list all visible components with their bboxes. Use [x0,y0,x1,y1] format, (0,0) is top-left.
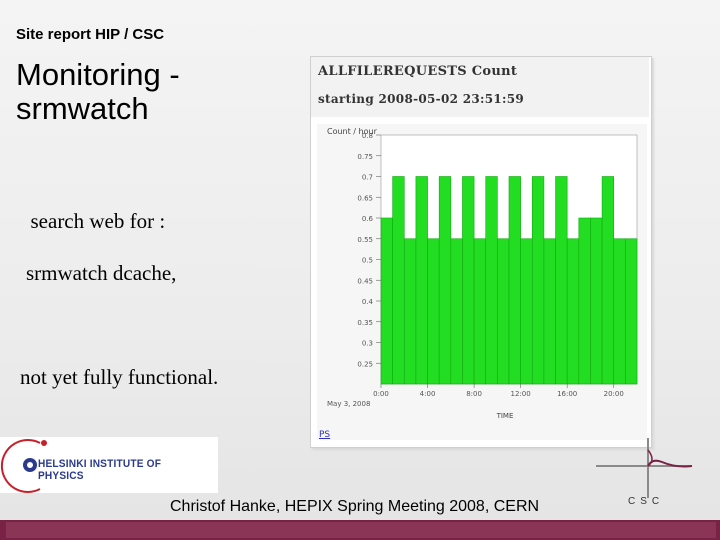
chart-bar [450,238,463,385]
ps-download-link[interactable]: PS [319,430,331,440]
y-tick-label: 0.65 [357,194,373,202]
slide-header: Site report HIP / CSC [16,26,165,43]
chart-bar [578,217,591,385]
slide-footer: Christof Hanke, HEPIX Spring Meeting 200… [170,498,540,515]
chart-bar [590,217,603,385]
x-tick-label: 0:00 [373,390,389,398]
slide-title: Monitoring - srmwatch [16,58,180,126]
chart-panel-header: ALLFILEREQUESTS Count starting 2008-05-0… [311,57,649,117]
y-tick-label: 0.3 [362,340,373,348]
y-tick-label: 0.45 [357,277,373,285]
chart-bar [613,238,626,385]
body-line-3: not yet fully functional. [20,365,219,389]
srmwatch-chart-panel: ALLFILEREQUESTS Count starting 2008-05-0… [310,56,652,448]
x-tick-label: 20:00 [604,390,624,398]
y-tick-label: 0.25 [357,360,373,368]
y-tick-label: 0.5 [362,257,373,265]
body-line-2: srmwatch dcache, [26,261,177,285]
chart-bar [427,238,440,385]
hip-logo-text: HELSINKI INSTITUTE OF PHYSICS [38,458,162,482]
hip-logo-graphic-icon [0,439,47,493]
chart-bar [462,176,475,385]
y-tick-label: 0.8 [362,132,373,140]
chart-bar [555,176,568,385]
y-axis-label: Count / hour [327,127,378,136]
y-tick-label: 0.4 [362,298,374,306]
y-tick-label: 0.75 [357,153,373,161]
y-tick-label: 0.6 [362,215,374,223]
slide-body: search web for : srmwatch dcache, not ye… [20,182,218,416]
y-tick-label: 0.55 [357,236,373,244]
chart-bar [403,238,417,385]
chart-bar [625,238,638,385]
chart-bar [601,176,615,385]
x-tick-label: 16:00 [557,390,577,398]
chart-bar [485,176,498,385]
slide-title-line1: Monitoring - [16,57,180,92]
chart-bar [473,238,487,385]
y-tick-label: 0.35 [357,319,373,327]
chart-bar [566,238,580,385]
slide-title-line2: srmwatch [16,91,149,126]
chart-bar [497,238,510,385]
chart-bar [380,217,393,385]
chart-panel-subtitle: starting 2008-05-02 23:51:59 [318,92,525,106]
bar-chart: Count / hour 0.25 0.3 0.35 0.4 0.45 0.5 0.55 0.6… [327,127,638,420]
footer-bar-inner [6,522,716,538]
x-tick-label: 12:00 [511,390,531,398]
chart-bar [438,176,452,385]
chart-bar [520,238,533,385]
footer-bar [0,520,720,540]
x-date-label: May 3, 2008 [327,400,370,408]
chart-bar [415,176,428,385]
chart-bar [392,176,405,385]
hip-logo: HELSINKI INSTITUTE OF PHYSICS [0,437,218,493]
csc-logo-icon [596,438,693,498]
chart-bar [543,238,556,385]
chart-bar [531,176,545,385]
csc-logo-text: CSC [628,496,665,507]
y-tick-label: 0.7 [362,174,373,182]
body-line-1: search web for : [30,209,166,233]
x-axis-label: TIME [496,412,514,420]
chart-panel-title: ALLFILEREQUESTS Count [318,64,518,79]
x-tick-label: 4:00 [420,390,436,398]
chart-area: Count / hour 0.25 0.3 0.35 0.4 0.45 0.5 0.55 0.6… [317,124,647,440]
chart-bar [508,176,521,385]
x-tick-label: 8:00 [466,390,482,398]
